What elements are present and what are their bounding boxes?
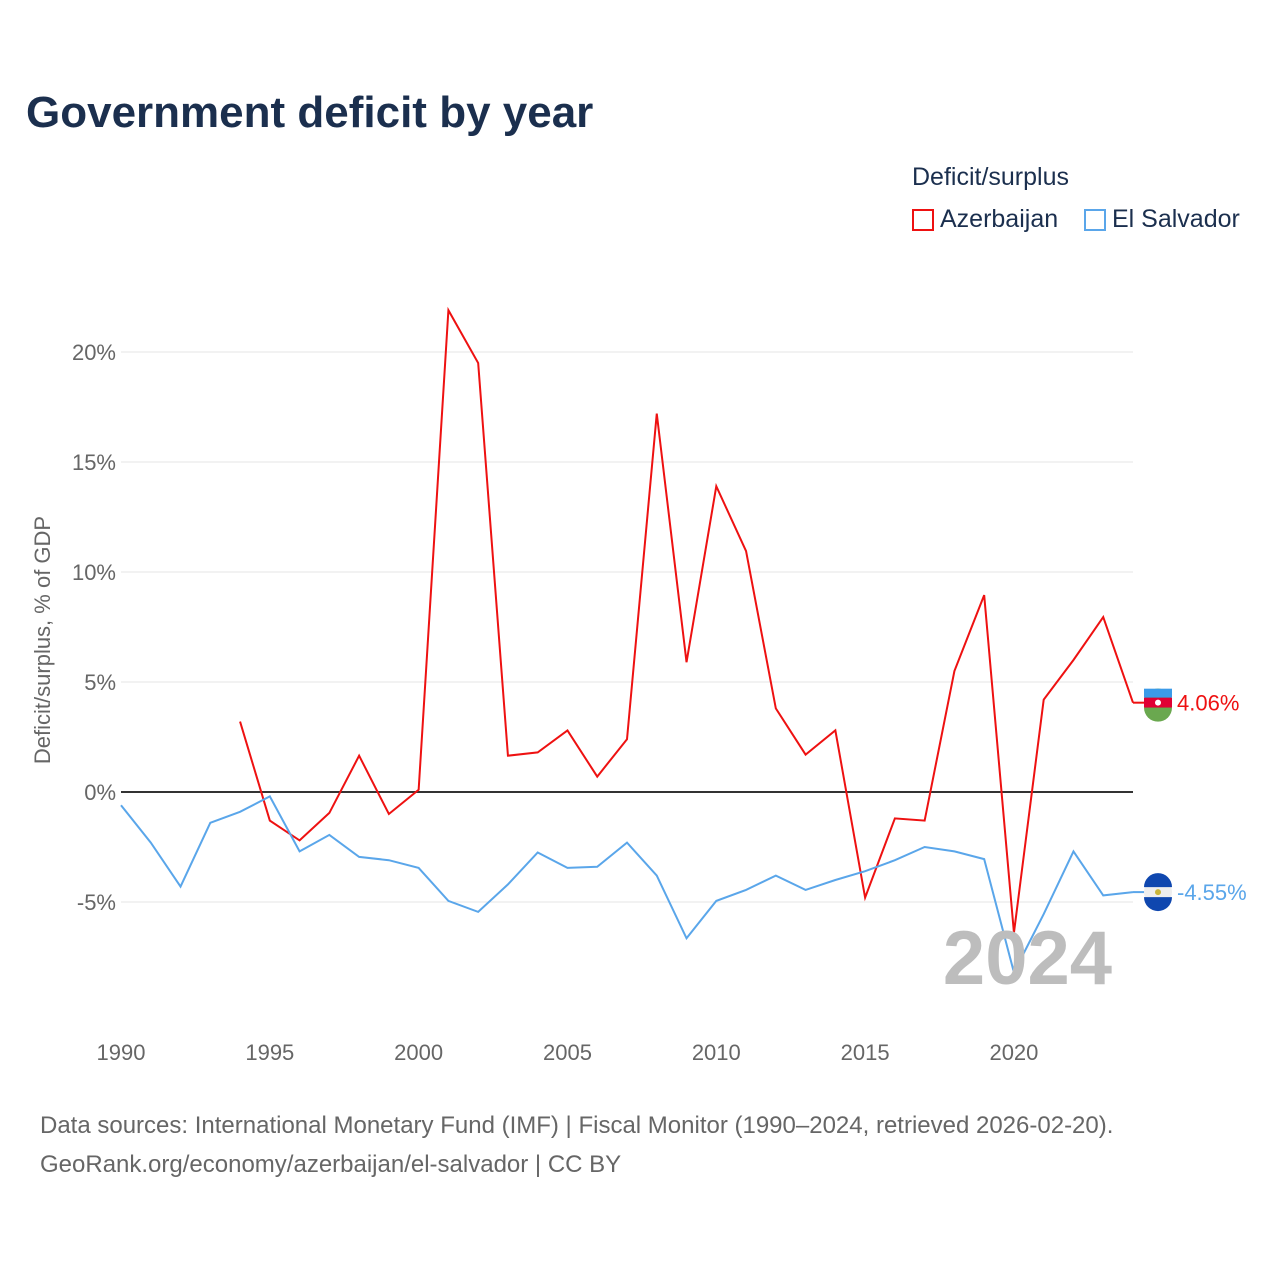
- legend-item-el-salvador[interactable]: El Salvador: [1084, 205, 1240, 234]
- x-tick-label: 1990: [97, 1040, 146, 1065]
- year-watermark: 2024: [943, 916, 1112, 1001]
- legend-label: El Salvador: [1112, 205, 1240, 233]
- y-tick-label: 20%: [72, 340, 116, 365]
- source-link[interactable]: GeoRank.org/economy/azerbaijan/el-salvad…: [40, 1151, 622, 1178]
- x-tick-label: 2015: [841, 1040, 890, 1065]
- y-tick-label: 10%: [72, 560, 116, 585]
- y-tick-label: 5%: [84, 670, 116, 695]
- flag-stripe: [1144, 873, 1172, 888]
- end-value-label: 4.06%: [1177, 691, 1239, 716]
- legend-item-azerbaijan[interactable]: Azerbaijan: [912, 205, 1058, 234]
- y-tick-label: 15%: [72, 450, 116, 475]
- x-tick-label: 2005: [543, 1040, 592, 1065]
- flag-crescent: [1155, 699, 1161, 706]
- source-note: Data sources: International Monetary Fun…: [40, 1106, 1113, 1184]
- y-axis-label: Deficit/surplus, % of GDP: [30, 516, 55, 764]
- legend-title: Deficit/surplus: [912, 163, 1069, 191]
- y-tick-label: 0%: [84, 780, 116, 805]
- y-tick-label: -5%: [77, 890, 116, 915]
- series-line-azerbaijan: [239, 306, 1134, 933]
- flag-stripe: [1144, 897, 1172, 912]
- legend-swatch: [912, 208, 934, 231]
- x-tick-label: 2000: [394, 1040, 443, 1065]
- flag-stripe: [1144, 707, 1172, 722]
- end-value-label: -4.55%: [1177, 880, 1247, 905]
- series-line-el-salvador: [120, 795, 1134, 976]
- flag-stripe: [1144, 688, 1172, 698]
- page-title: Government deficit by year: [26, 88, 594, 137]
- flag-emblem: [1155, 889, 1161, 896]
- x-tick-label: 2010: [692, 1040, 741, 1065]
- x-tick-label: 2020: [989, 1040, 1038, 1065]
- x-tick-label: 1995: [245, 1040, 294, 1065]
- source-line: Data sources: International Monetary Fun…: [40, 1112, 1114, 1139]
- legend-swatch: [1084, 208, 1106, 231]
- legend-label: Azerbaijan: [940, 205, 1059, 233]
